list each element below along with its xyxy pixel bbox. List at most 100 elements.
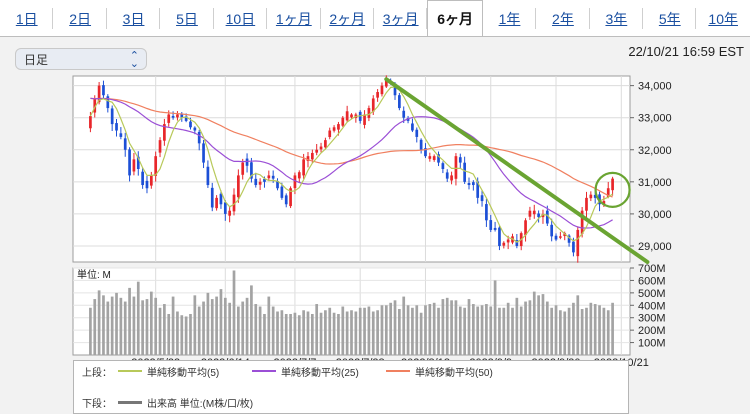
candle-body [250, 162, 253, 179]
candle-body [106, 96, 110, 109]
tab-6[interactable]: 2ヶ月 [321, 0, 375, 37]
tab-5[interactable]: 1ヶ月 [267, 0, 321, 37]
volume-bar [106, 301, 110, 355]
volume-bar [197, 306, 201, 355]
volume-bar [493, 280, 497, 355]
volume-bar [328, 307, 332, 355]
volume-ytick-label: 700M [638, 263, 666, 275]
interval-select[interactable]: 日足 ⌃ ⌄ [15, 48, 147, 70]
candle-body [567, 235, 571, 243]
candle [315, 143, 319, 156]
volume-unit-label: 単位: M [77, 268, 111, 281]
candle-body [258, 181, 262, 185]
tab-4[interactable]: 10日 [214, 0, 268, 37]
candle-body [371, 98, 375, 112]
tab-3[interactable]: 5日 [160, 0, 215, 37]
volume-bar [419, 312, 423, 355]
candle [419, 138, 423, 154]
tab-2[interactable]: 3日 [107, 0, 161, 37]
volume-bar [119, 297, 123, 355]
candle-body [376, 92, 379, 98]
candle-body [167, 114, 171, 123]
volume-bar [310, 313, 314, 355]
price-ytick-label: 34,000 [638, 81, 672, 93]
candle-body [332, 127, 336, 131]
candle [376, 89, 379, 102]
volume-ytick-label: 600M [638, 275, 666, 287]
legend-volume-swatch [118, 400, 142, 404]
volume-bar [550, 307, 554, 355]
volume-bar [380, 305, 384, 355]
tab-11[interactable]: 3年 [590, 0, 644, 37]
legend-lower-label: 下段： [82, 398, 112, 410]
candle [498, 225, 501, 251]
tab-divider [0, 36, 750, 37]
candle [489, 214, 493, 233]
candle-body [471, 182, 475, 186]
candle [589, 191, 593, 202]
candle-body [284, 195, 288, 205]
ma25-line [90, 97, 613, 229]
candle-body [467, 183, 471, 186]
volume-bar [341, 306, 345, 355]
candle [241, 158, 245, 180]
candle [437, 151, 440, 167]
candle-body [502, 242, 506, 246]
highlight-circle [594, 171, 631, 208]
volume-bar [445, 297, 449, 355]
candle-body [419, 139, 423, 150]
tab-7[interactable]: 3ヶ月 [374, 0, 428, 37]
volume-bar [563, 311, 567, 355]
price-ytick-label: 30,000 [638, 209, 672, 221]
volume-bar [441, 299, 445, 355]
candle-body [498, 227, 501, 246]
volume-bar [415, 305, 419, 355]
volume-bar [376, 310, 379, 355]
volume-bar [580, 309, 584, 355]
candle [424, 143, 427, 158]
tab-13[interactable]: 10年 [708, 10, 738, 27]
candle-body [450, 175, 453, 181]
tab-10[interactable]: 2年 [536, 0, 591, 37]
candle [106, 94, 110, 113]
tab-1[interactable]: 2日 [53, 0, 108, 37]
tab-0[interactable]: 1日 [0, 0, 54, 37]
volume-bar [176, 311, 179, 355]
candle-body [189, 121, 192, 128]
volume-bar [532, 291, 536, 355]
candle [267, 170, 271, 182]
volume-bar [202, 301, 205, 355]
volume-bar [189, 313, 192, 355]
candle [119, 127, 123, 140]
tab-9[interactable]: 1年 [483, 0, 537, 37]
candle [328, 127, 332, 140]
tab-8[interactable]: 6ヶ月 [427, 0, 483, 37]
candle-body [545, 210, 549, 224]
candle-body [228, 210, 232, 216]
candle [471, 180, 475, 191]
volume-bar [89, 307, 92, 355]
volume-bar [606, 310, 610, 355]
price-plot-area [72, 75, 631, 263]
candle-body [463, 162, 466, 182]
volume-bar [528, 300, 532, 355]
candle-body [215, 197, 218, 209]
chevron-updown-icon: ⌃ ⌄ [129, 50, 139, 70]
candle [223, 200, 227, 221]
candle-body [585, 197, 588, 211]
volume-bar [289, 313, 292, 355]
volume-bar [485, 304, 488, 355]
volume-bar [206, 292, 210, 355]
volume-bar [402, 296, 406, 355]
volume-bar [315, 304, 319, 355]
candle [176, 111, 179, 121]
volume-bar [97, 290, 101, 355]
volume-bar [267, 296, 271, 355]
tab-12[interactable]: 5年 [643, 0, 697, 37]
volume-bar [554, 305, 558, 355]
volume-bar [180, 315, 184, 355]
volume-bar [428, 304, 432, 355]
candle [232, 188, 236, 216]
volume-bar [228, 302, 232, 355]
